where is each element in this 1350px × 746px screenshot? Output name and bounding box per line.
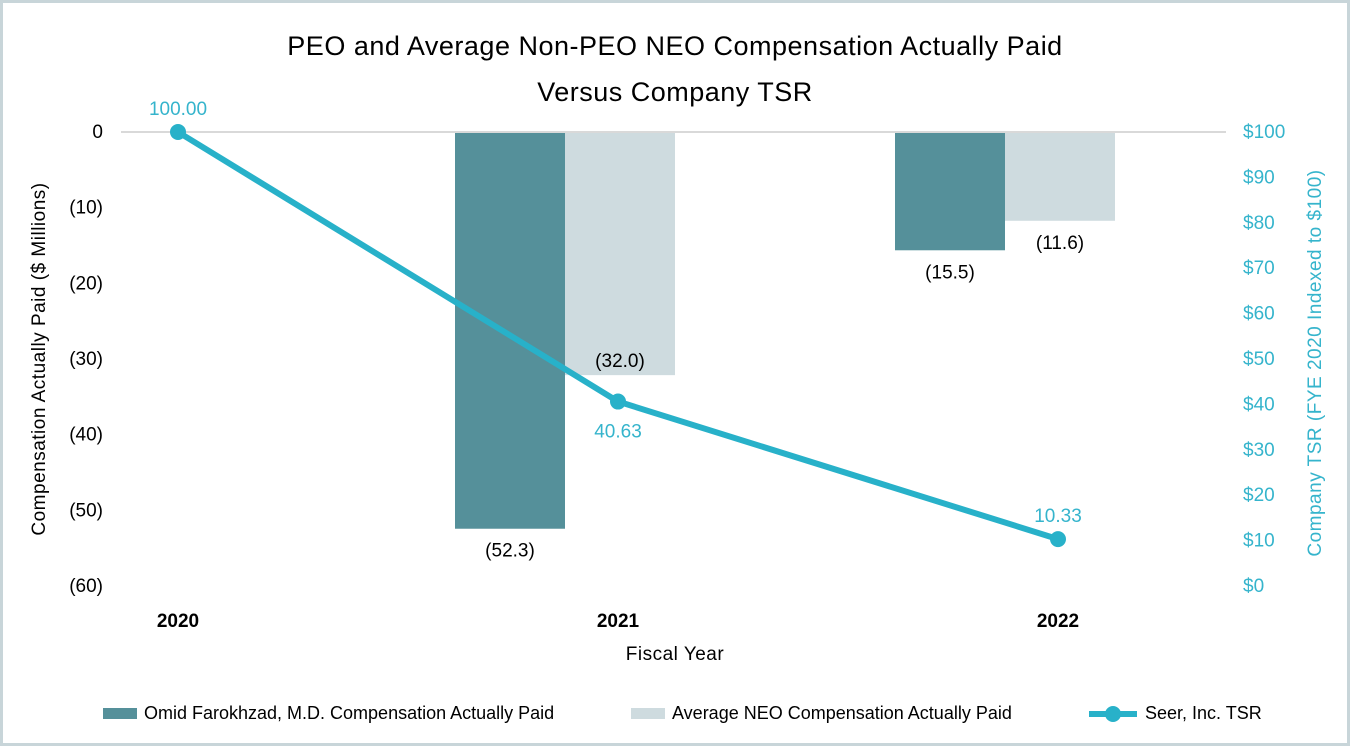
- tsr-label-2020: 100.00: [149, 99, 207, 120]
- neo-bar-2022: [1005, 133, 1115, 221]
- right-axis-tick: $70: [1243, 258, 1275, 279]
- left-axis-tick: (40): [69, 425, 103, 446]
- neo-bar-swatch-icon: [631, 708, 665, 719]
- chart-title-line2: Versus Company TSR: [537, 77, 813, 107]
- chart-title-line1: PEO and Average Non-PEO NEO Compensation…: [287, 31, 1063, 61]
- y-axis-title-left: Compensation Actually Paid ($ Millions): [29, 182, 50, 535]
- right-axis-tick: $50: [1243, 349, 1275, 370]
- tsr-label-2021: 40.63: [594, 422, 642, 443]
- legend-item-neo: Average NEO Compensation Actually Paid: [631, 703, 1012, 724]
- peo-bar-2021: [455, 133, 565, 529]
- left-axis-tick: (20): [69, 273, 103, 294]
- right-axis-tick: $0: [1243, 576, 1264, 597]
- peo-bar-2022: [895, 133, 1005, 251]
- legend-item-tsr: Seer, Inc. TSR: [1088, 703, 1262, 724]
- legend-label-neo: Average NEO Compensation Actually Paid: [672, 703, 1012, 723]
- x-axis-title: Fiscal Year: [625, 644, 725, 665]
- right-axis-tick: $90: [1243, 167, 1275, 188]
- left-axis-tick: (30): [69, 349, 103, 370]
- tsr-marker-2020: [170, 124, 186, 140]
- left-axis-tick: (10): [69, 198, 103, 219]
- tsr-label-2022: 10.33: [1034, 506, 1082, 527]
- left-axis-tick: (50): [69, 500, 103, 521]
- tsr-line-swatch-icon: [1089, 705, 1137, 722]
- neo-bar-2021: [565, 133, 675, 376]
- legend-item-peo: Omid Farokhzad, M.D. Compensation Actual…: [103, 703, 554, 724]
- x-axis-tick-2022: 2022: [1037, 611, 1079, 632]
- right-axis-tick: $40: [1243, 394, 1275, 415]
- x-axis-tick-2021: 2021: [597, 611, 640, 632]
- right-axis-tick: $10: [1243, 531, 1275, 552]
- right-axis-tick: $30: [1243, 440, 1275, 461]
- left-axis-tick: (60): [69, 576, 103, 597]
- left-axis-tick: 0: [92, 122, 103, 143]
- chart-title: PEO and Average Non-PEO NEO Compensation…: [3, 23, 1347, 115]
- y-axis-title-right: Company TSR (FYE 2020 Indexed to $100): [1305, 169, 1326, 556]
- legend-label-peo: Omid Farokhzad, M.D. Compensation Actual…: [144, 703, 555, 723]
- peo-bar-swatch-icon: [103, 708, 137, 719]
- x-axis-tick-2020: 2020: [157, 611, 199, 632]
- right-axis-tick: $20: [1243, 485, 1275, 506]
- legend-label-tsr: Seer, Inc. TSR: [1145, 703, 1262, 723]
- tsr-marker-2021: [610, 393, 626, 410]
- peo-bar-label-2021: (52.3): [485, 541, 535, 562]
- right-axis-tick: $100: [1243, 122, 1285, 143]
- peo-bar-label-2022: (15.5): [925, 262, 975, 283]
- tsr-marker-2022: [1050, 531, 1066, 548]
- right-axis-tick: $60: [1243, 304, 1275, 325]
- plot-area: (52.3) (15.5) (32.0) (11.6) 100.00 40.63 10.33…: [29, 99, 1326, 632]
- neo-bar-label-2021: (32.0): [595, 351, 645, 372]
- neo-bar-label-2022: (11.6): [1036, 233, 1084, 254]
- right-axis-tick: $80: [1243, 213, 1275, 234]
